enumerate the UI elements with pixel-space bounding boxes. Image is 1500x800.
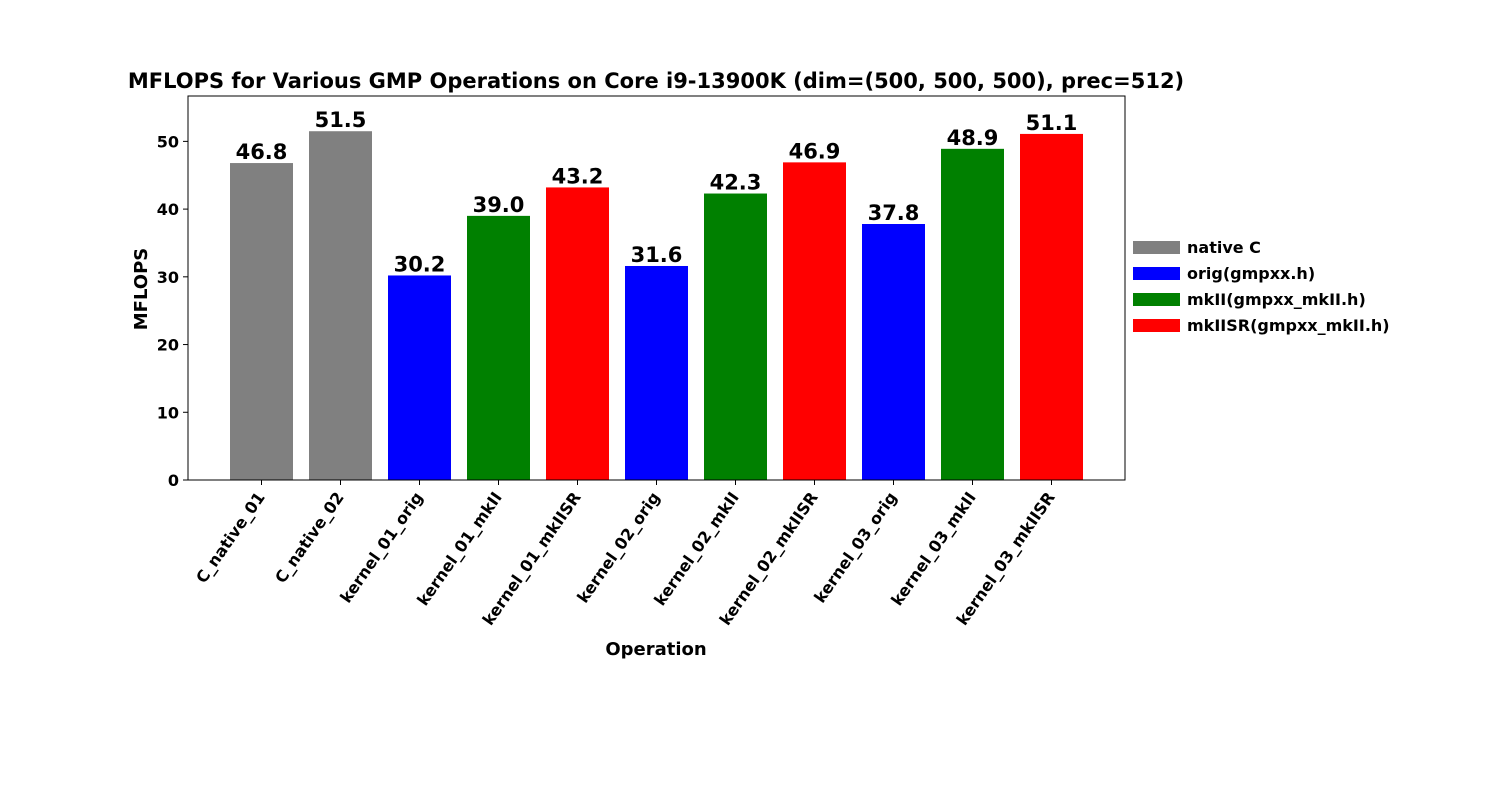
bar-kernel_02_mkII (704, 193, 767, 480)
y-tick-label-10: 10 (157, 403, 179, 422)
x-tick-label-kernel_01_mkII: kernel_01_mkII (413, 488, 506, 609)
bar-kernel_02_mkIISR (783, 162, 846, 481)
bar-kernel_01_mkIISR (546, 187, 609, 480)
x-tick-label-kernel_02_orig: kernel_02_orig (573, 488, 664, 606)
legend-label-0: native C (1187, 238, 1261, 257)
legend: native C orig(gmpxx.h) mkII(gmpxx_mkII.h)m… (1133, 238, 1390, 335)
y-tick-label-50: 50 (157, 132, 179, 151)
bar-kernel_02_orig (625, 265, 688, 480)
bar-C_native_01 (230, 163, 293, 481)
x-axis-label: Operation (605, 639, 706, 660)
bar-kernel_01_orig (388, 275, 451, 480)
legend-label-2: mkII(gmpxx_mkII.h) (1187, 290, 1366, 309)
value-label-kernel_02_mkIISR: 46.9 (789, 139, 841, 163)
bars-group (230, 131, 1083, 481)
y-tick-label-40: 40 (157, 200, 179, 219)
value-label-kernel_01_mkIISR: 43.2 (552, 164, 604, 188)
legend-swatch-0 (1133, 241, 1180, 254)
bar-C_native_02 (309, 131, 372, 481)
value-label-kernel_02_orig: 31.6 (631, 243, 683, 267)
y-axis-ticks: 0 10 20 30 40 50 (157, 132, 188, 490)
y-tick-label-30: 30 (157, 268, 179, 287)
x-tick-label-kernel_01_orig: kernel_01_orig (336, 488, 427, 606)
chart-title: MFLOPS for Various GMP Operations on Cor… (128, 69, 1184, 93)
value-label-C_native_02: 51.5 (315, 108, 367, 132)
bar-kernel_01_mkII (467, 215, 530, 480)
value-label-kernel_01_orig: 30.2 (394, 252, 446, 276)
value-label-kernel_03_mkIISR: 51.1 (1026, 111, 1078, 135)
bar-kernel_03_mkII (941, 148, 1004, 481)
x-tick-label-kernel_03_orig: kernel_03_orig (810, 488, 901, 606)
x-tick-label-kernel_03_mkII: kernel_03_mkII (887, 488, 980, 609)
y-tick-label-0: 0 (168, 471, 179, 490)
legend-label-1: orig(gmpxx.h) (1187, 264, 1315, 283)
legend-swatch-1 (1133, 267, 1180, 280)
value-label-kernel_03_mkII: 48.9 (947, 126, 999, 150)
value-label-kernel_01_mkII: 39.0 (473, 193, 525, 217)
value-label-kernel_02_mkII: 42.3 (710, 171, 762, 195)
value-label-kernel_03_orig: 37.8 (868, 201, 920, 225)
value-labels-group: 46.8 51.5 30.2 39.0 43.2 31.6 42.3 46.9 37.8 48.9… (236, 108, 1078, 276)
legend-label-3: mkIISR(gmpxx_mkII.h) (1187, 316, 1390, 335)
bar-kernel_03_orig (862, 224, 925, 480)
legend-swatch-3 (1133, 319, 1180, 332)
x-tick-label-C_native_01: C_native_01 (192, 488, 269, 586)
x-tick-label-C_native_02: C_native_02 (271, 488, 348, 586)
bar-kernel_03_mkIISR (1020, 133, 1083, 481)
y-tick-label-20: 20 (157, 336, 179, 355)
legend-swatch-2 (1133, 293, 1180, 306)
x-tick-label-kernel_02_mkII: kernel_02_mkII (650, 488, 743, 609)
x-axis-ticks: C_native_01 C_native_02kernel_01_origkern… (192, 480, 1059, 629)
y-axis-label: MFLOPS (131, 248, 152, 331)
value-label-C_native_01: 46.8 (236, 140, 288, 164)
